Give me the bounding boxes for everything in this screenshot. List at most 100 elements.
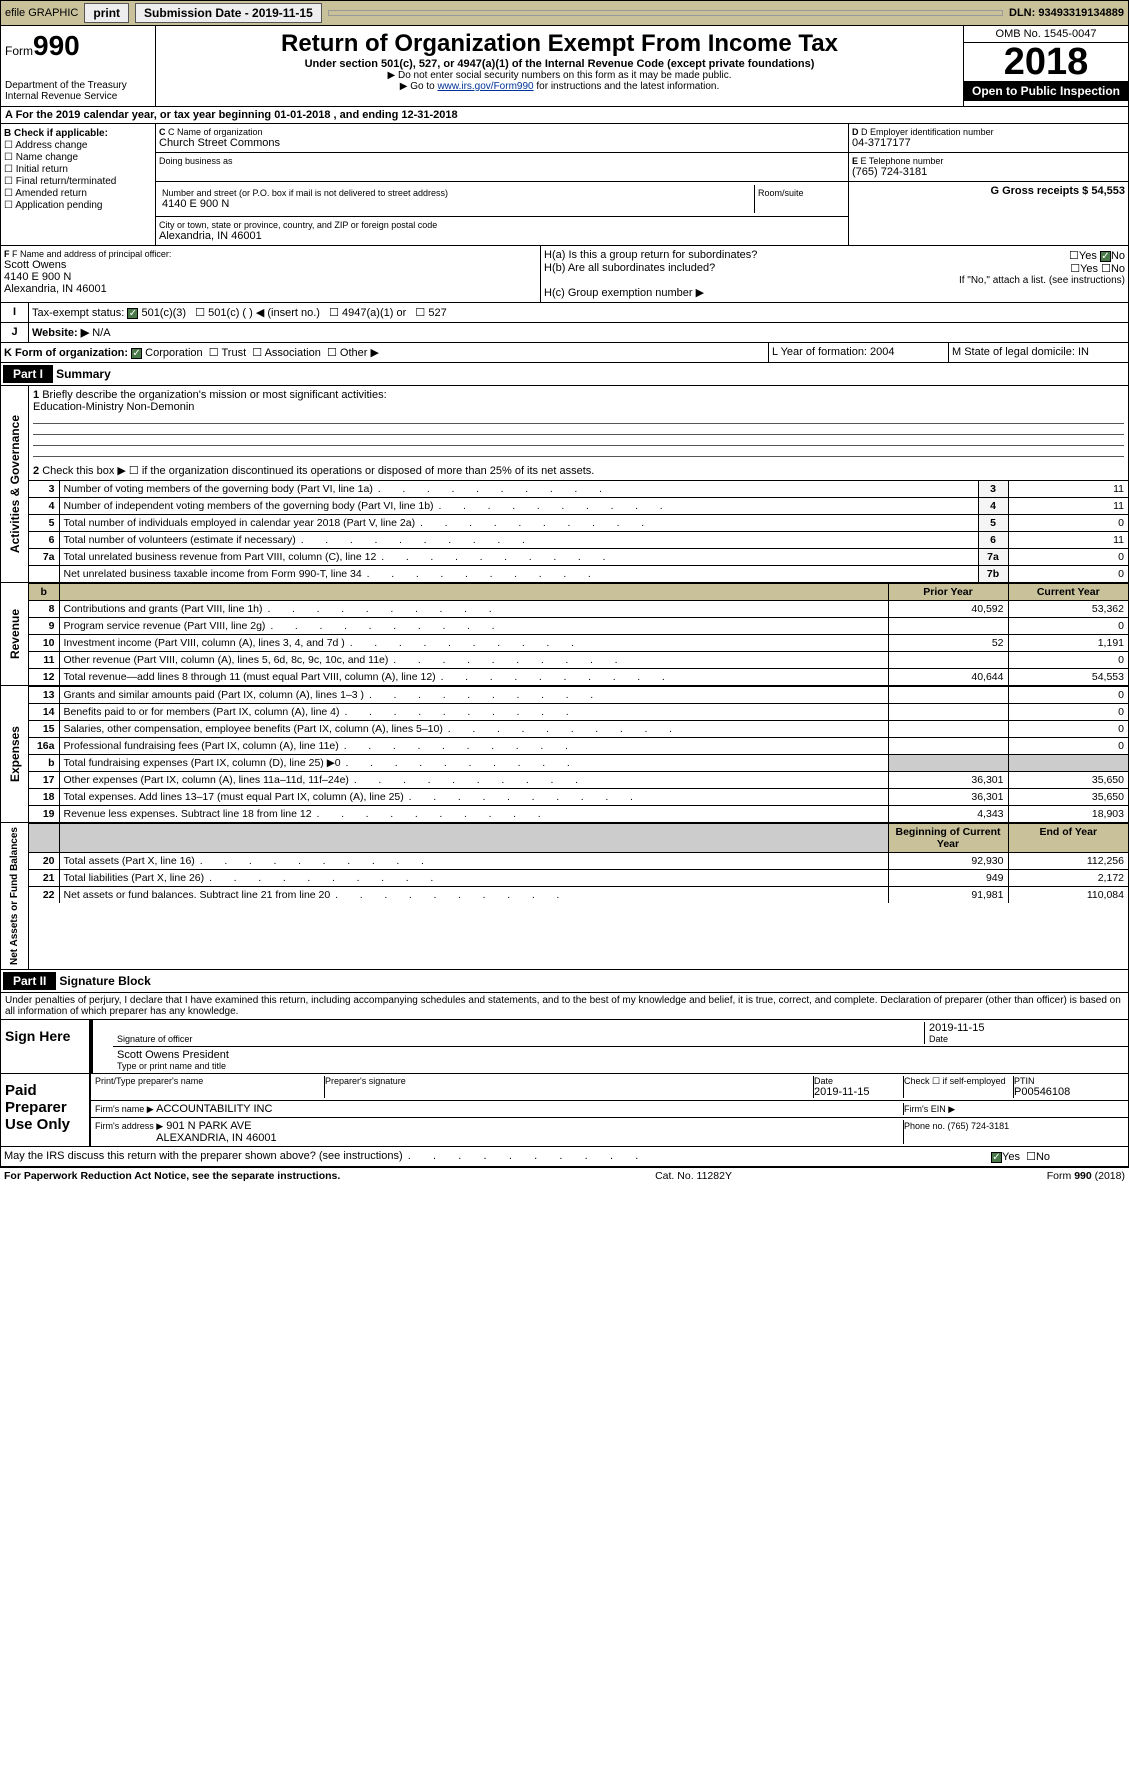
- hc-label: H(c) Group exemption number ▶: [544, 286, 1125, 299]
- hb-note: If "No," attach a list. (see instruction…: [544, 275, 1125, 286]
- sig-officer-label: Signature of officer: [117, 1034, 924, 1044]
- check-corporation[interactable]: ✓: [131, 348, 142, 359]
- table-row: 19Revenue less expenses. Subtract line 1…: [29, 806, 1128, 823]
- dba-label: Doing business as: [159, 156, 845, 166]
- website-label: Website: ▶: [32, 327, 89, 339]
- hb-label: H(b) Are all subordinates included?: [544, 262, 715, 275]
- table-row: Net unrelated business taxable income fr…: [29, 566, 1128, 583]
- expenses-table: 13Grants and similar amounts paid (Part …: [29, 686, 1128, 822]
- table-row: 22Net assets or fund balances. Subtract …: [29, 887, 1128, 904]
- check-column-b: B Check if applicable: ☐ Address change …: [1, 124, 156, 245]
- prep-date-label: Date: [814, 1076, 903, 1086]
- discuss-yes[interactable]: ✓: [991, 1152, 1002, 1163]
- prep-name-label: Print/Type preparer's name: [95, 1076, 324, 1086]
- check-app-pending[interactable]: ☐ Application pending: [4, 200, 152, 211]
- tax-status-row: Tax-exempt status: ✓ 501(c)(3) ☐ 501(c) …: [29, 303, 1128, 322]
- ha-answer: ☐Yes ✓No: [1069, 249, 1125, 262]
- d-label: D D Employer identification number: [852, 127, 1125, 137]
- row-i-marker: I: [1, 303, 29, 322]
- firm-addr1: 901 N PARK AVE: [166, 1120, 251, 1132]
- subtitle-3: ▶ Go to www.irs.gov/Form990 for instruct…: [160, 81, 959, 92]
- sig-date-label: Date: [929, 1034, 1124, 1044]
- ptin-label: PTIN: [1014, 1076, 1124, 1086]
- phone-value: (765) 724-3181: [852, 166, 1125, 178]
- form-number: 990: [33, 30, 80, 61]
- side-expenses: Expenses: [6, 722, 24, 786]
- subtitle-2: ▶ Do not enter social security numbers o…: [160, 70, 959, 81]
- submission-date-button[interactable]: Submission Date - 2019-11-15: [135, 3, 322, 23]
- table-row: 7aTotal unrelated business revenue from …: [29, 549, 1128, 566]
- table-row: 12Total revenue—add lines 8 through 11 (…: [29, 669, 1128, 686]
- prep-sig-label: Preparer's signature: [325, 1076, 813, 1086]
- b-header: B Check if applicable:: [4, 128, 152, 139]
- efile-topbar: efile GRAPHIC print Submission Date - 20…: [0, 0, 1129, 26]
- part2-title: Signature Block: [59, 974, 150, 988]
- subtitle-1: Under section 501(c), 527, or 4947(a)(1)…: [160, 58, 959, 70]
- irs-link[interactable]: www.irs.gov/Form990: [437, 81, 533, 92]
- street-address: 4140 E 900 N: [162, 198, 751, 210]
- state-domicile: M State of legal domicile: IN: [948, 343, 1128, 362]
- tax-year: 2018: [964, 43, 1128, 81]
- check-address-change[interactable]: ☐ Address change: [4, 140, 152, 151]
- efile-label: efile GRAPHIC: [5, 7, 78, 19]
- self-employed-check[interactable]: Check ☐ if self-employed: [904, 1076, 1013, 1087]
- table-row: 20Total assets (Part X, line 16)92,93011…: [29, 853, 1128, 870]
- officer-addr2: Alexandria, IN 46001: [4, 283, 537, 295]
- side-netassets: Net Assets or Fund Balances: [7, 823, 22, 969]
- sign-arrow-icon: [91, 1020, 113, 1073]
- table-row: 13Grants and similar amounts paid (Part …: [29, 687, 1128, 704]
- ha-label: H(a) Is this a group return for subordin…: [544, 249, 757, 262]
- sign-here-label: Sign Here: [1, 1020, 91, 1073]
- f-label: F F Name and address of principal office…: [4, 249, 537, 259]
- officer-printed-name: Scott Owens President: [117, 1049, 1124, 1061]
- c-label: C C Name of organization: [159, 127, 845, 137]
- form-prefix: Form: [5, 44, 33, 58]
- side-activities: Activities & Governance: [6, 411, 24, 557]
- table-row: 9Program service revenue (Part VIII, lin…: [29, 618, 1128, 635]
- form-title: Return of Organization Exempt From Incom…: [160, 30, 959, 58]
- dln-label: DLN: 93493319134889: [1009, 7, 1124, 19]
- cat-no: Cat. No. 11282Y: [655, 1170, 732, 1182]
- check-final-return[interactable]: ☐ Final return/terminated: [4, 176, 152, 187]
- side-revenue: Revenue: [6, 605, 24, 663]
- open-public-badge: Open to Public Inspection: [964, 81, 1128, 101]
- city-state-zip: Alexandria, IN 46001: [159, 230, 845, 242]
- year-formation: L Year of formation: 2004: [768, 343, 948, 362]
- table-row: 3Number of voting members of the governi…: [29, 481, 1128, 498]
- org-name: Church Street Commons: [159, 137, 845, 149]
- check-initial-return[interactable]: ☐ Initial return: [4, 164, 152, 175]
- table-row: 5Total number of individuals employed in…: [29, 515, 1128, 532]
- table-row: 21Total liabilities (Part X, line 26)949…: [29, 870, 1128, 887]
- ptin-value: P00546108: [1014, 1086, 1124, 1098]
- line1-label: Briefly describe the organization's miss…: [42, 389, 386, 401]
- printed-name-label: Type or print name and title: [117, 1061, 1124, 1071]
- table-row: 10Investment income (Part VIII, column (…: [29, 635, 1128, 652]
- firm-addr-label: Firm's address ▶: [95, 1121, 163, 1131]
- firm-name: ACCOUNTABILITY INC: [156, 1103, 272, 1115]
- row-j-marker: J: [1, 323, 29, 342]
- table-row: 16aProfessional fundraising fees (Part I…: [29, 738, 1128, 755]
- check-501c3[interactable]: ✓: [127, 308, 138, 319]
- print-button[interactable]: print: [84, 3, 129, 23]
- table-row: 6Total number of volunteers (estimate if…: [29, 532, 1128, 549]
- pra-notice: For Paperwork Reduction Act Notice, see …: [4, 1170, 340, 1182]
- officer-addr1: 4140 E 900 N: [4, 271, 537, 283]
- prep-date: 2019-11-15: [814, 1086, 903, 1098]
- table-row: 14Benefits paid to or for members (Part …: [29, 704, 1128, 721]
- summary-table-a: 3Number of voting members of the governi…: [29, 480, 1128, 582]
- table-row: 18Total expenses. Add lines 13–17 (must …: [29, 789, 1128, 806]
- gross-receipts: G Gross receipts $ 54,553: [852, 185, 1125, 197]
- addr-label: Number and street (or P.O. box if mail i…: [162, 188, 751, 198]
- check-amended[interactable]: ☐ Amended return: [4, 188, 152, 199]
- form-footer: Form 990 (2018): [1047, 1170, 1125, 1182]
- table-row: 15Salaries, other compensation, employee…: [29, 721, 1128, 738]
- dept-treasury: Department of the Treasury: [5, 80, 151, 91]
- part1-title: Summary: [56, 367, 111, 381]
- blank-field: [328, 10, 1003, 16]
- website-value: N/A: [92, 327, 110, 339]
- line2-text: Check this box ▶ ☐ if the organization d…: [42, 465, 594, 477]
- table-row: 11Other revenue (Part VIII, column (A), …: [29, 652, 1128, 669]
- check-name-change[interactable]: ☐ Name change: [4, 152, 152, 163]
- ein-value: 04-3717177: [852, 137, 1125, 149]
- netassets-table: Beginning of Current YearEnd of Year 20T…: [29, 823, 1128, 903]
